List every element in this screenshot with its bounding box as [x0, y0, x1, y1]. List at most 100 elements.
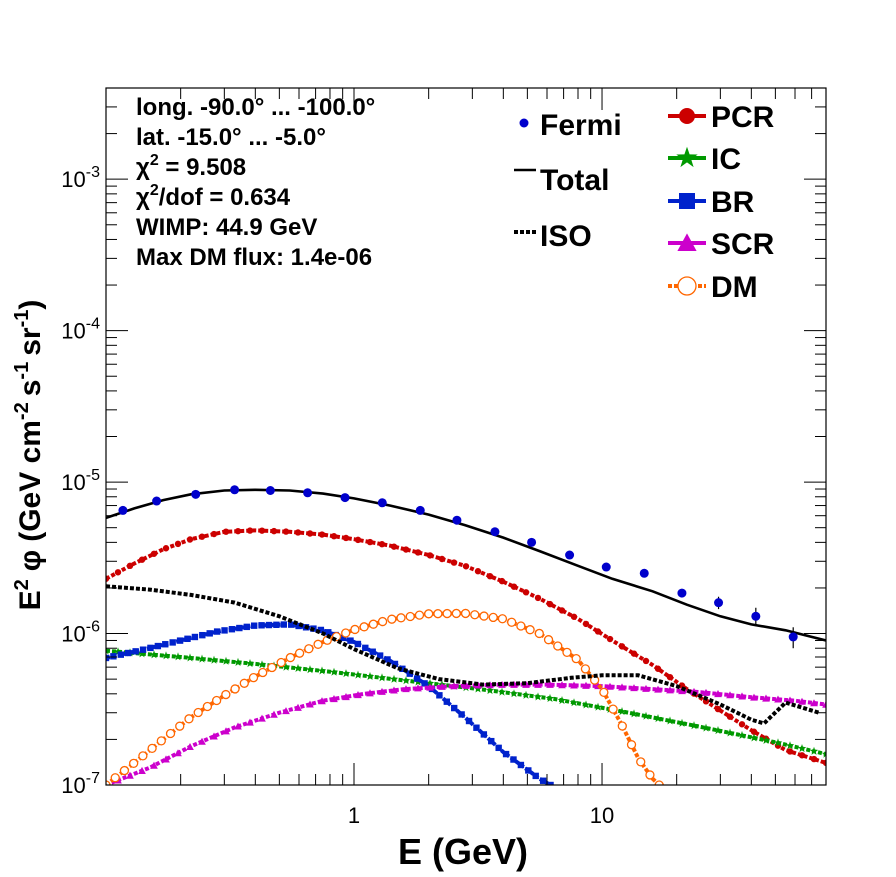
fermi-point	[265, 486, 275, 496]
series-line-total	[106, 488, 826, 642]
series-point-dm	[405, 611, 415, 622]
series-point-ic	[749, 733, 759, 742]
series-point-ic	[761, 735, 771, 744]
series-point-dm	[451, 608, 461, 619]
series-point-scr	[378, 687, 386, 695]
series-point-pcr	[582, 620, 590, 628]
series-point-scr	[282, 707, 290, 715]
series-point-pcr	[750, 728, 758, 735]
series-point-br	[391, 660, 399, 668]
series-point-pcr	[234, 527, 242, 535]
series-point-dm	[645, 770, 655, 780]
y-tick-label: 10-6	[61, 619, 100, 647]
series-point-ic	[245, 659, 255, 668]
series-point-scr	[198, 737, 206, 745]
info-line: Max DM flux: 1.4e-06	[136, 244, 372, 271]
x-tick-label: 10	[590, 803, 614, 828]
series-point-br	[139, 646, 147, 653]
series-point-ic	[113, 647, 123, 656]
series-point-dm	[580, 664, 591, 674]
series-point-pcr	[150, 550, 158, 557]
legend-marker-dm	[677, 276, 697, 296]
series-point-br	[495, 744, 502, 752]
series-point-br	[517, 761, 525, 769]
series-point-pcr	[306, 530, 314, 537]
series-point-ic	[341, 669, 351, 678]
series-point-pcr	[378, 541, 386, 548]
series-point-pcr	[282, 528, 290, 535]
fermi-point	[677, 588, 687, 598]
series-point-dm	[543, 635, 554, 645]
series-point-ic	[521, 690, 531, 699]
series-point-pcr	[258, 527, 266, 534]
series-point-br	[458, 711, 465, 718]
legend-label-scr: SCR	[711, 228, 775, 261]
series-point-pcr	[666, 673, 674, 681]
series-point-ic	[485, 686, 495, 695]
series-point-ic	[665, 716, 675, 725]
series-point-scr	[474, 681, 482, 689]
series-point-dm	[424, 609, 434, 619]
series-point-dm	[175, 721, 185, 731]
series-point-scr	[726, 691, 734, 699]
series-point-scr	[318, 697, 326, 705]
series-point-dm	[184, 714, 194, 724]
series-point-dm	[359, 622, 369, 632]
series-point-br	[436, 692, 443, 699]
series-point-dm	[571, 654, 581, 664]
series-point-br	[213, 628, 221, 635]
fermi-point	[714, 598, 724, 608]
series-point-dm	[248, 673, 259, 683]
series-point-pcr	[186, 536, 194, 543]
fermi-point	[601, 562, 611, 572]
series-point-ic	[785, 741, 795, 750]
series-point-dm	[636, 757, 646, 767]
series-point-dm	[350, 624, 360, 635]
series-point-ic	[617, 707, 627, 716]
info-line: χ2 = 9.508	[136, 152, 246, 181]
series-point-br	[421, 680, 428, 687]
series-point-br	[106, 654, 110, 662]
series-point-ic	[701, 723, 711, 732]
series-point-pcr	[174, 540, 182, 548]
series-point-pcr	[618, 643, 626, 650]
series-point-scr	[270, 710, 278, 718]
series-point-dm	[106, 780, 111, 785]
series-point-ic	[161, 651, 171, 660]
series-point-scr	[210, 732, 218, 740]
series-point-dm	[377, 616, 388, 627]
series-point-ic	[653, 714, 663, 723]
series-point-ic	[233, 657, 243, 666]
y-axis-label-phi: φ	[14, 550, 47, 571]
fermi-point	[490, 527, 500, 537]
series-point-br	[199, 631, 206, 639]
legend-label-ic: IC	[711, 143, 741, 176]
series-point-pcr	[246, 527, 254, 534]
fermi-point	[415, 505, 425, 515]
series-point-ic	[641, 711, 651, 720]
series-point-scr	[294, 703, 302, 711]
series-point-br	[228, 626, 236, 633]
series-point-pcr	[414, 549, 422, 556]
series-point-ic	[317, 666, 327, 675]
series-point-dm	[138, 751, 148, 761]
series-point-scr	[330, 695, 338, 703]
legend-label-total: Total	[540, 164, 609, 197]
series-point-scr	[390, 686, 398, 694]
series-point-br	[125, 649, 132, 657]
info-line: lat. -15.0° ... -5.0°	[136, 124, 326, 151]
series-point-pcr	[318, 531, 326, 538]
series-point-br	[117, 651, 125, 658]
series-point-dm	[626, 740, 637, 750]
series-point-br	[443, 698, 451, 705]
series-point-ic	[677, 718, 687, 727]
series-point-br	[399, 665, 406, 673]
series-point-br	[191, 633, 199, 641]
fermi-point	[340, 493, 350, 503]
y-tick-label: 10-7	[61, 770, 100, 798]
series-point-ic	[221, 656, 231, 665]
y-tick-label: 10-5	[61, 467, 100, 495]
series-point-ic	[293, 663, 303, 672]
fermi-point	[565, 550, 575, 560]
series-point-pcr	[270, 527, 278, 535]
